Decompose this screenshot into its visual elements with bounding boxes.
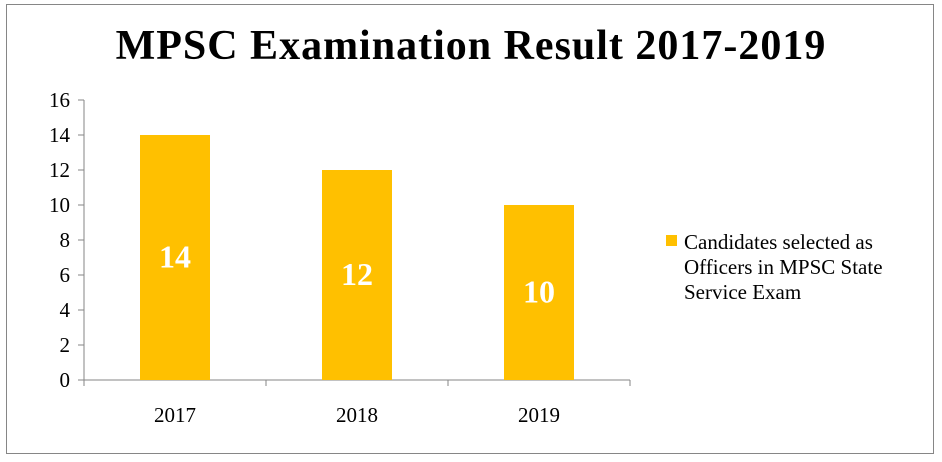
data-label: 14: [159, 239, 191, 275]
x-tick-label: 2018: [336, 403, 378, 427]
y-tick-label: 12: [49, 158, 70, 182]
chart-title: MPSC Examination Result 2017-2019: [115, 23, 827, 69]
y-tick-label: 2: [60, 333, 71, 357]
y-tick-label: 8: [60, 228, 71, 252]
y-tick-label: 0: [60, 368, 71, 392]
bar-2017: [140, 135, 210, 380]
y-tick-label: 14: [49, 123, 71, 147]
data-label: 12: [341, 256, 373, 292]
legend: Candidates selected as Officers in MPSC …: [666, 230, 926, 305]
x-tick-label: 2019: [518, 403, 560, 427]
bar-2018: [322, 170, 392, 380]
y-tick-label: 16: [49, 88, 70, 112]
legend-swatch: [666, 235, 677, 246]
data-label: 10: [523, 274, 555, 310]
y-tick-label: 6: [60, 263, 71, 287]
x-tick-label: 2017: [154, 403, 196, 427]
y-tick-label: 4: [60, 298, 71, 322]
bar-2019: [504, 205, 574, 380]
legend-label: Candidates selected as Officers in MPSC …: [684, 230, 883, 304]
y-tick-label: 10: [49, 193, 70, 217]
